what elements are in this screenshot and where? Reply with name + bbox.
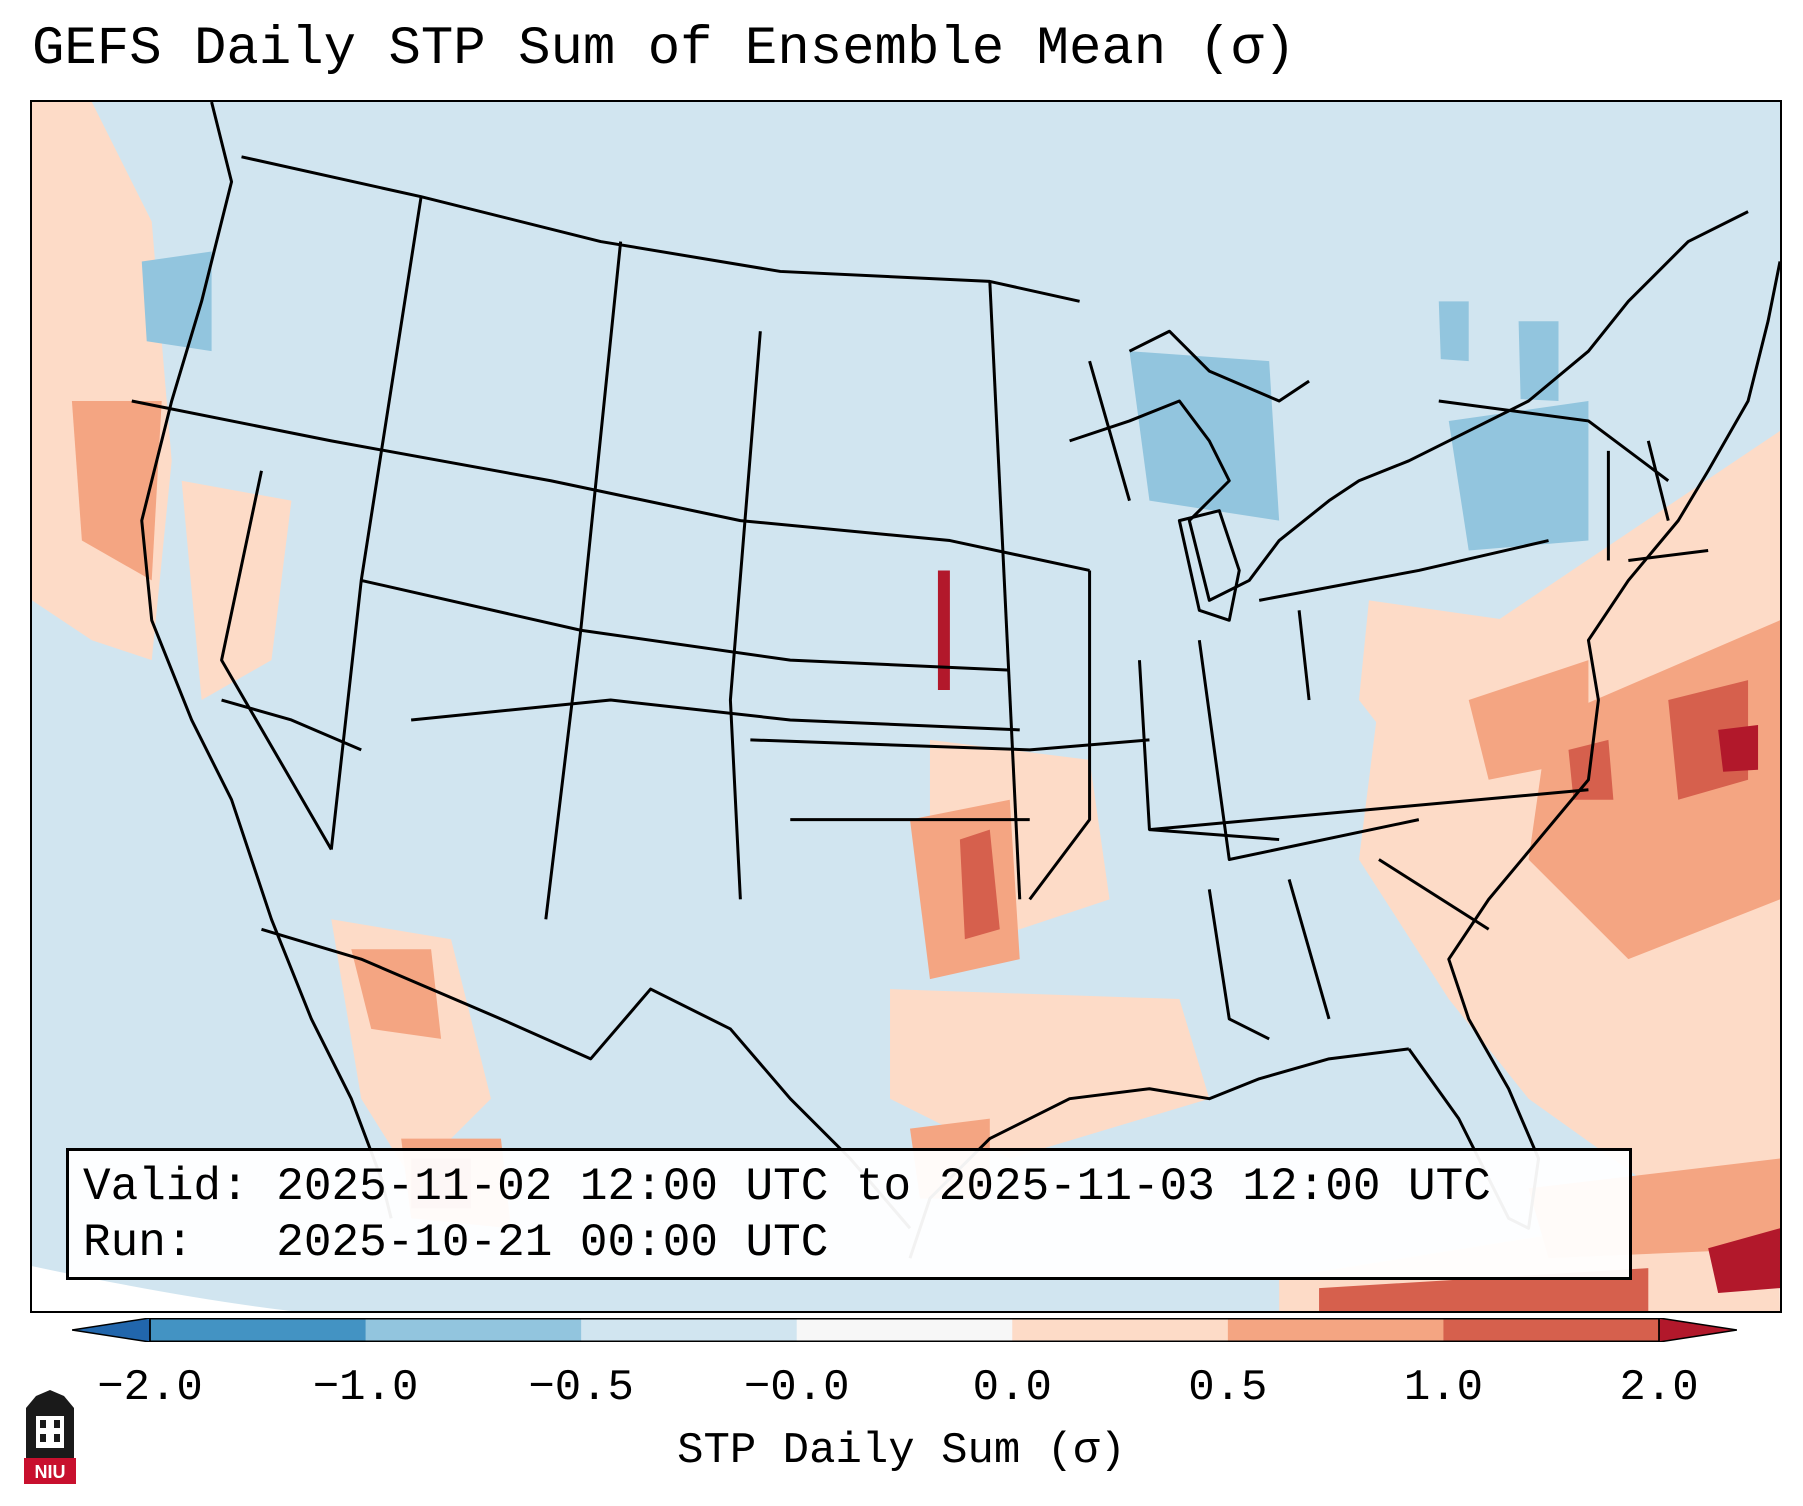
colorbar-bin-7 (1443, 1318, 1660, 1342)
colorbar-tick-label: −1.0 (312, 1363, 419, 1413)
colorbar-tick-label: −0.5 (528, 1363, 634, 1413)
logo-text: NIU (35, 1462, 66, 1482)
colorbar-outline (149, 1318, 1660, 1342)
valid-time-range: 2025-11-02 12:00 UTC to 2025-11-03 12:00… (276, 1161, 1491, 1213)
political-boundaries (131, 155, 1709, 1230)
colorbar-tick-label: 2.0 (1619, 1363, 1699, 1413)
colorbar-bin-1 (150, 1318, 367, 1342)
run-time: 2025-10-21 00:00 UTC (276, 1217, 829, 1269)
valid-label: Valid: (83, 1161, 249, 1213)
map-title: GEFS Daily STP Sum of Ensemble Mean (σ) (32, 19, 1296, 80)
stp-anomaly-map (32, 102, 1780, 1311)
colorbar-bin-3 (581, 1318, 798, 1342)
colorbar-tick-label: −2.0 (97, 1363, 203, 1413)
colorbar-bin-2 (365, 1318, 582, 1342)
colorbar-tick-label: 1.0 (1403, 1363, 1484, 1413)
anomaly-field-negative (141, 251, 1589, 551)
projection-edge-bottom-left (32, 1266, 292, 1311)
valid-run-info-box: Valid: 2025-11-02 12:00 UTC to 2025-11-0… (66, 1148, 1632, 1280)
colorbar-over-extension (1658, 1318, 1737, 1342)
colorbar-label: STP Daily Sum (σ) (677, 1426, 1126, 1476)
colorbar-bin-4 (796, 1318, 1013, 1342)
map-panel (30, 100, 1782, 1313)
colorbar (72, 1318, 1737, 1342)
colorbar-bins (150, 1318, 1660, 1342)
niu-logo: NIU (24, 1390, 76, 1484)
colorbar-under-extension (72, 1318, 151, 1342)
run-label: Run: (83, 1217, 194, 1269)
anomaly-field-extreme (937, 570, 1780, 1294)
colorbar-bin-5 (1012, 1318, 1229, 1342)
colorbar-bin-6 (1227, 1318, 1444, 1342)
colorbar-tick-label: 0.5 (1188, 1363, 1268, 1413)
colorbar-tick-label: 0.0 (972, 1363, 1052, 1413)
colorbar-tick-label: −0.0 (743, 1363, 850, 1413)
